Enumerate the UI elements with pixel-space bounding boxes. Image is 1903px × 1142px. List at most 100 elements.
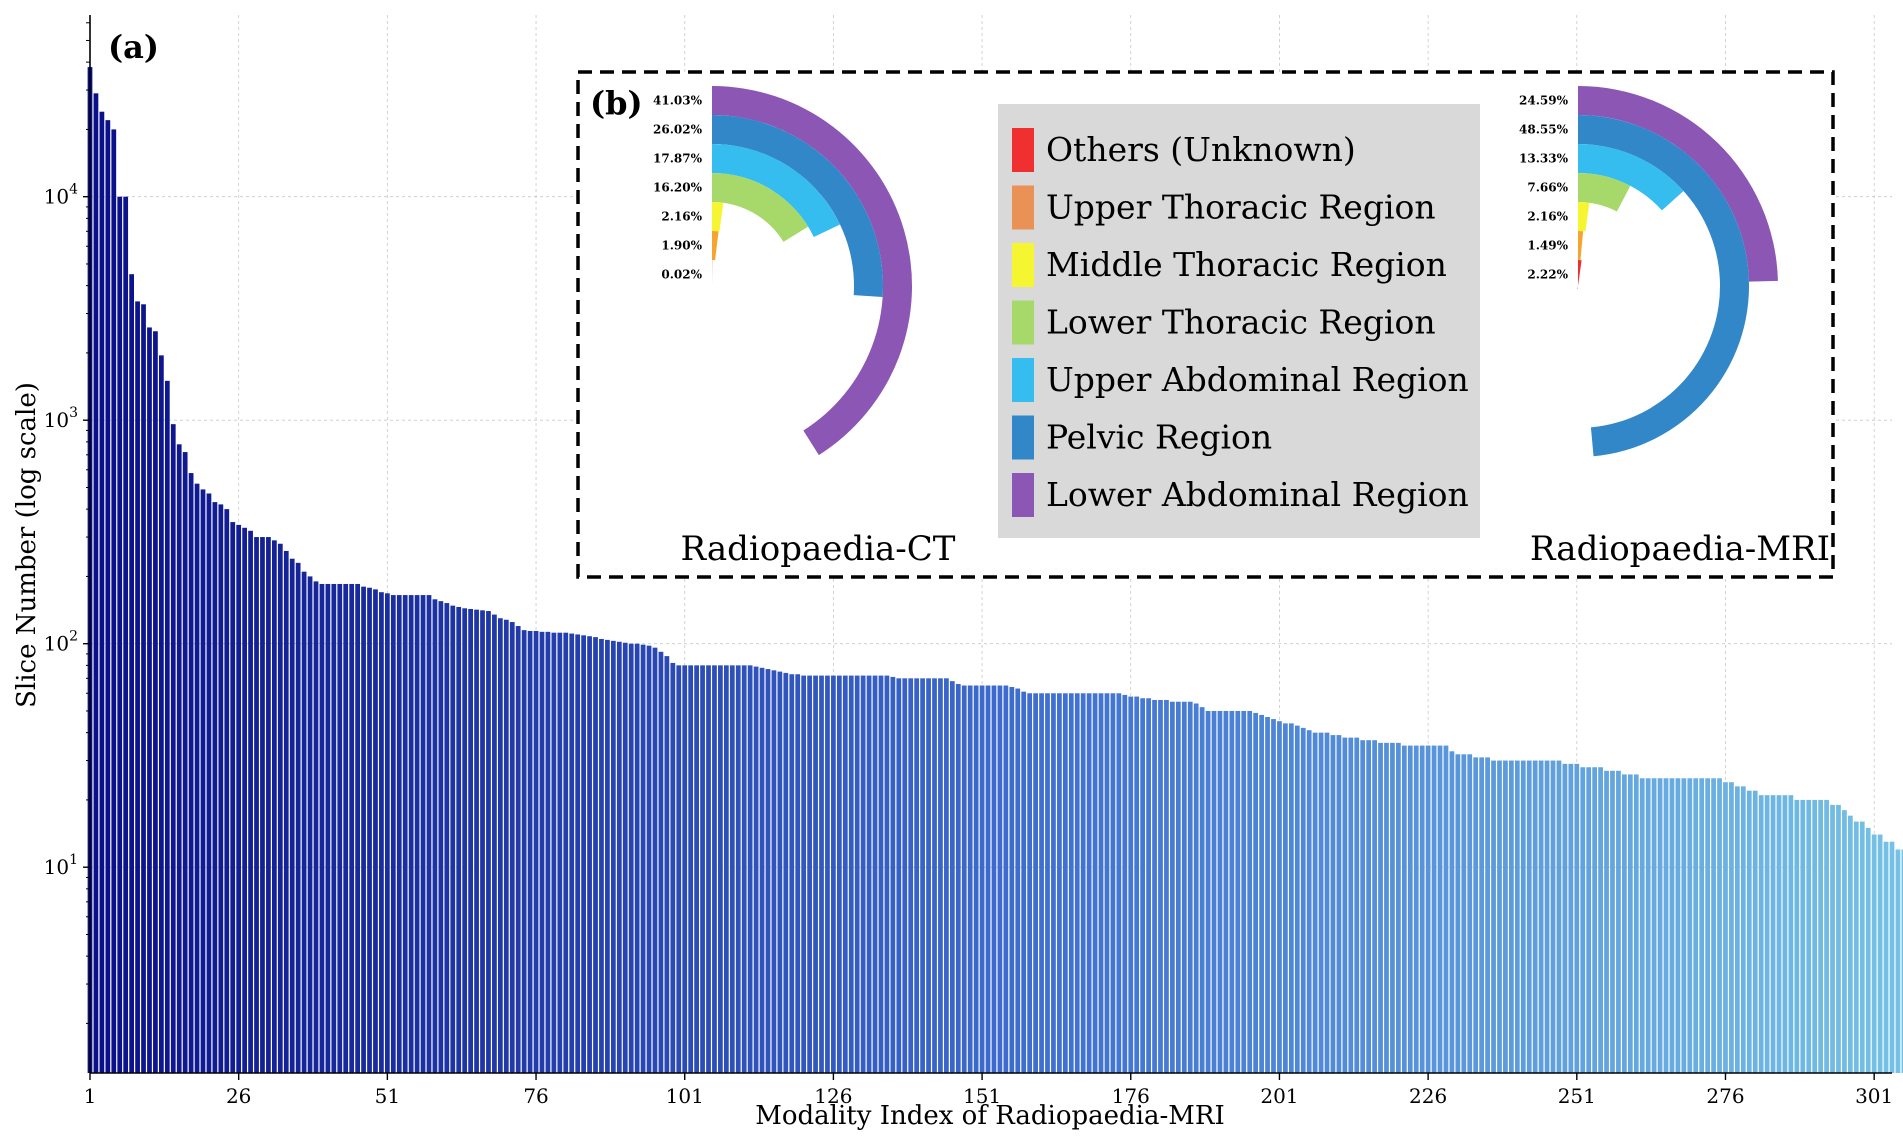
bar (1503, 760, 1508, 1073)
bar (783, 672, 789, 1073)
bar (712, 665, 717, 1073)
bar (551, 632, 557, 1073)
bar (753, 666, 759, 1073)
bar (1479, 757, 1485, 1073)
bar (1140, 698, 1146, 1073)
bar (533, 630, 539, 1073)
y-tick-label: 103 (44, 405, 78, 432)
bar (361, 586, 366, 1073)
bar (961, 685, 967, 1073)
bar (349, 583, 355, 1073)
bar (944, 678, 949, 1073)
bar (1199, 707, 1205, 1073)
bar (480, 610, 485, 1073)
bar (343, 583, 349, 1073)
bar (1259, 714, 1264, 1073)
x-tick-label: 76 (523, 1084, 548, 1108)
bar (706, 665, 711, 1073)
bar (688, 665, 694, 1073)
bar (1550, 760, 1556, 1073)
bar (1122, 694, 1128, 1073)
bar (1556, 760, 1562, 1073)
bar (652, 647, 658, 1073)
bar (854, 675, 860, 1073)
bar (908, 678, 914, 1073)
legend-label: Others (Unknown) (1046, 130, 1356, 169)
bar (194, 483, 200, 1074)
bar (1758, 795, 1764, 1073)
bar (1604, 770, 1609, 1073)
radial-bar-segment (712, 86, 912, 456)
radial-bar-label: 41.03% (653, 94, 703, 108)
bar (1497, 760, 1502, 1073)
bar (444, 603, 450, 1073)
bar (1461, 754, 1467, 1073)
inset-panel: (b) 41.03% 26.02% 17.87% 16.20% 2.16% 1.90% 0.… (576, 70, 1835, 579)
bar (271, 540, 277, 1073)
radial-chart-mri: 24.59% 48.55% 13.33% 7.66% 2.16% 1.49% 2.22% (1519, 86, 1778, 457)
bar (1859, 821, 1865, 1073)
bar (1847, 815, 1853, 1073)
bar (1568, 763, 1574, 1073)
y-tick-label: 104 (44, 182, 78, 209)
bar (1865, 827, 1871, 1073)
bar (206, 493, 212, 1073)
bar (355, 583, 360, 1073)
bar (1372, 740, 1377, 1073)
bar (610, 640, 616, 1073)
bar (1419, 745, 1425, 1073)
bar (723, 665, 729, 1073)
bar (468, 608, 473, 1073)
x-tick-label: 151 (963, 1084, 1001, 1108)
radial-bar-segment (712, 173, 809, 242)
bar (1247, 710, 1253, 1073)
bar (266, 537, 271, 1073)
bar (1580, 767, 1586, 1073)
bar (1622, 774, 1627, 1073)
bar (622, 642, 628, 1073)
bar (1074, 693, 1080, 1073)
bar (426, 595, 432, 1073)
bar (99, 111, 105, 1074)
bar (1699, 778, 1705, 1073)
bar (1306, 730, 1312, 1073)
bar (694, 665, 699, 1073)
bar (1283, 723, 1288, 1073)
bar (1740, 786, 1746, 1073)
bar (1366, 740, 1372, 1073)
legend-swatch (1012, 415, 1034, 460)
bar (289, 558, 295, 1073)
bar (557, 632, 563, 1073)
bar (254, 537, 259, 1073)
bar (1253, 712, 1259, 1073)
bar (462, 608, 468, 1073)
x-tick-label: 301 (1855, 1084, 1893, 1108)
legend-swatch (1012, 243, 1034, 287)
bar (676, 665, 682, 1073)
bar (1223, 710, 1229, 1073)
bar (182, 452, 188, 1074)
bar (860, 675, 866, 1073)
bar (1675, 778, 1681, 1073)
bar (313, 581, 319, 1073)
bar (497, 618, 503, 1073)
bar (1770, 795, 1776, 1073)
bar (396, 595, 402, 1073)
bar (955, 684, 961, 1073)
bar (1752, 790, 1758, 1073)
bar (307, 576, 313, 1073)
bar (1485, 757, 1490, 1073)
bar (1871, 834, 1877, 1073)
legend-swatch (1012, 358, 1034, 402)
bar (1045, 693, 1050, 1073)
radial-bar-label: 48.55% (1519, 123, 1569, 137)
bar (1086, 693, 1092, 1073)
bar (260, 537, 265, 1073)
bar (1211, 710, 1217, 1073)
bar (1806, 799, 1812, 1073)
bar (1764, 795, 1770, 1073)
bar (825, 675, 830, 1073)
x-tick-label: 126 (814, 1084, 852, 1108)
bar (170, 424, 176, 1073)
bar (605, 639, 610, 1073)
